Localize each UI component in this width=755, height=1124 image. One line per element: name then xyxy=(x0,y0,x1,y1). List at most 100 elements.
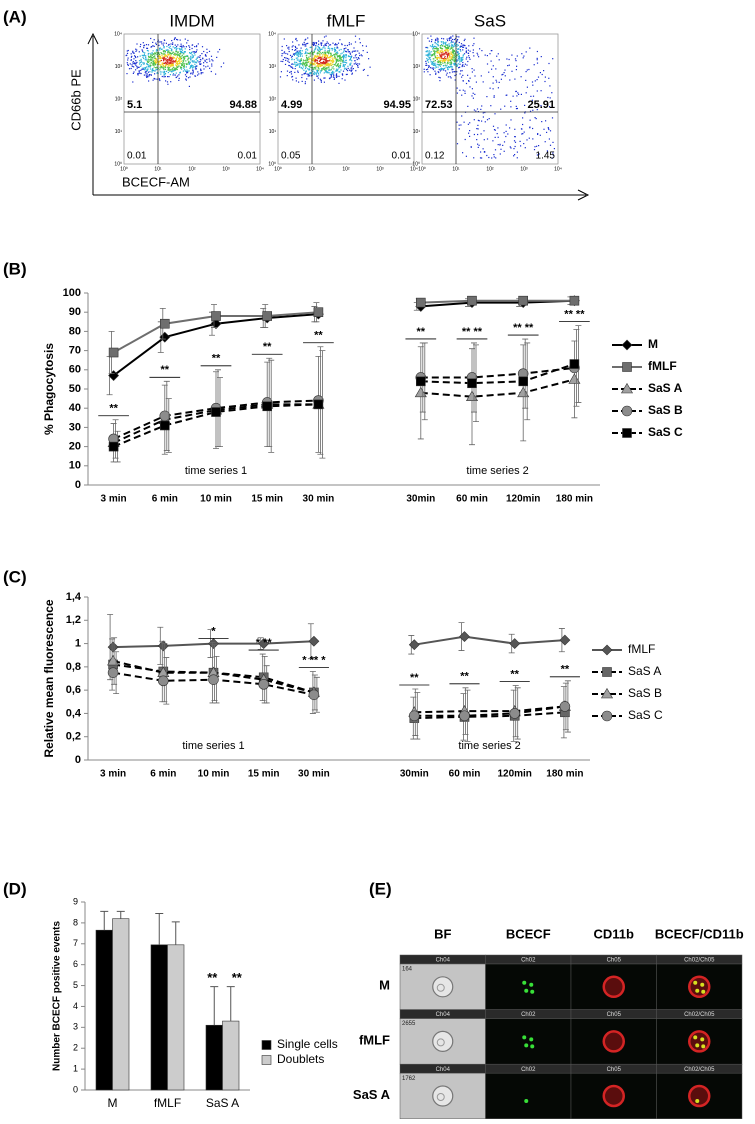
event-dot xyxy=(342,70,345,72)
event-dot xyxy=(437,48,439,50)
event-dot xyxy=(473,43,475,45)
event-dot xyxy=(338,75,340,77)
event-dot xyxy=(144,71,146,73)
event-dot xyxy=(513,155,515,157)
event-dot xyxy=(473,69,475,71)
data-point xyxy=(308,689,320,701)
event-dot xyxy=(171,60,173,62)
event-dot xyxy=(156,68,158,71)
event-dot xyxy=(313,50,315,52)
event-dot xyxy=(172,60,174,63)
event-dot xyxy=(451,67,453,69)
series-line xyxy=(113,635,565,649)
event-dot xyxy=(307,52,309,54)
event-dot xyxy=(333,63,335,66)
event-dot xyxy=(426,50,428,52)
event-dot xyxy=(181,52,184,54)
event-dot xyxy=(137,66,139,68)
event-dot xyxy=(145,59,147,61)
event-dot xyxy=(297,70,299,72)
event-dot xyxy=(310,63,312,65)
y-tick-label: 1,2 xyxy=(66,614,81,626)
event-dot xyxy=(439,60,441,62)
event-dot xyxy=(482,112,484,114)
significance: ** ** xyxy=(513,322,534,334)
event-dot xyxy=(327,53,330,55)
x-tick-label: 180 min xyxy=(556,494,593,505)
event-dot xyxy=(302,64,304,66)
event-dot xyxy=(431,55,433,57)
event-dot xyxy=(328,50,330,52)
event-dot xyxy=(177,44,179,46)
event-dot xyxy=(334,50,336,52)
data-point xyxy=(518,376,529,387)
event-dot xyxy=(345,73,347,76)
event-dot xyxy=(284,57,286,59)
event-dot xyxy=(175,48,178,50)
event-dot xyxy=(434,57,436,59)
event-dot xyxy=(315,60,317,62)
x-tick-label: 10³ xyxy=(222,166,230,172)
panel-label: (A) xyxy=(3,7,27,26)
event-dot xyxy=(324,63,326,65)
event-dot xyxy=(332,76,335,78)
event-dot xyxy=(451,66,453,68)
event-dot xyxy=(313,58,315,60)
event-dot xyxy=(137,72,139,75)
event-dot xyxy=(180,68,183,70)
event-dot xyxy=(438,50,440,52)
event-dot xyxy=(547,96,549,99)
object-number: 2655 xyxy=(402,1021,416,1027)
event-dot xyxy=(538,145,540,147)
event-dot xyxy=(469,77,471,79)
event-dot xyxy=(168,43,170,46)
data-point xyxy=(108,441,119,452)
event-dot xyxy=(369,66,371,68)
event-dot xyxy=(163,76,165,78)
event-dot xyxy=(306,62,308,64)
event-dot xyxy=(451,38,454,41)
event-dot xyxy=(172,62,174,64)
event-dot xyxy=(307,61,309,63)
event-dot xyxy=(304,59,307,61)
event-dot xyxy=(140,59,142,61)
event-dot xyxy=(447,54,449,56)
y-tick-label: 10² xyxy=(115,96,123,102)
event-dot xyxy=(437,71,439,73)
event-dot xyxy=(426,64,428,66)
event-dot xyxy=(324,55,326,57)
event-dot xyxy=(189,65,192,67)
significance: * ** xyxy=(256,637,273,649)
data-point xyxy=(159,410,171,422)
event-dot xyxy=(174,37,176,39)
event-dot xyxy=(467,123,469,125)
event-dot xyxy=(430,61,432,63)
event-dot xyxy=(192,73,194,75)
event-dot xyxy=(163,50,165,52)
event-dot xyxy=(347,55,350,57)
event-dot xyxy=(436,49,438,51)
event-dot xyxy=(315,72,318,74)
bcecf-spot xyxy=(693,1035,698,1040)
event-dot xyxy=(177,60,179,62)
event-dot xyxy=(314,60,316,62)
event-dot xyxy=(160,59,162,62)
event-dot xyxy=(467,105,469,107)
event-dot xyxy=(148,65,150,67)
event-dot xyxy=(163,57,165,59)
event-dot xyxy=(144,55,146,57)
event-dot xyxy=(347,65,349,67)
event-dot xyxy=(534,146,536,148)
event-dot xyxy=(181,45,183,47)
event-dot xyxy=(169,47,171,49)
event-dot xyxy=(339,55,341,57)
event-dot xyxy=(203,50,205,53)
event-dot xyxy=(170,59,172,61)
event-dot xyxy=(126,52,129,54)
event-dot xyxy=(447,76,449,78)
event-dot xyxy=(355,70,357,72)
event-dot xyxy=(303,41,305,43)
event-dot xyxy=(493,154,495,156)
event-dot xyxy=(334,53,336,55)
event-dot xyxy=(178,54,180,56)
